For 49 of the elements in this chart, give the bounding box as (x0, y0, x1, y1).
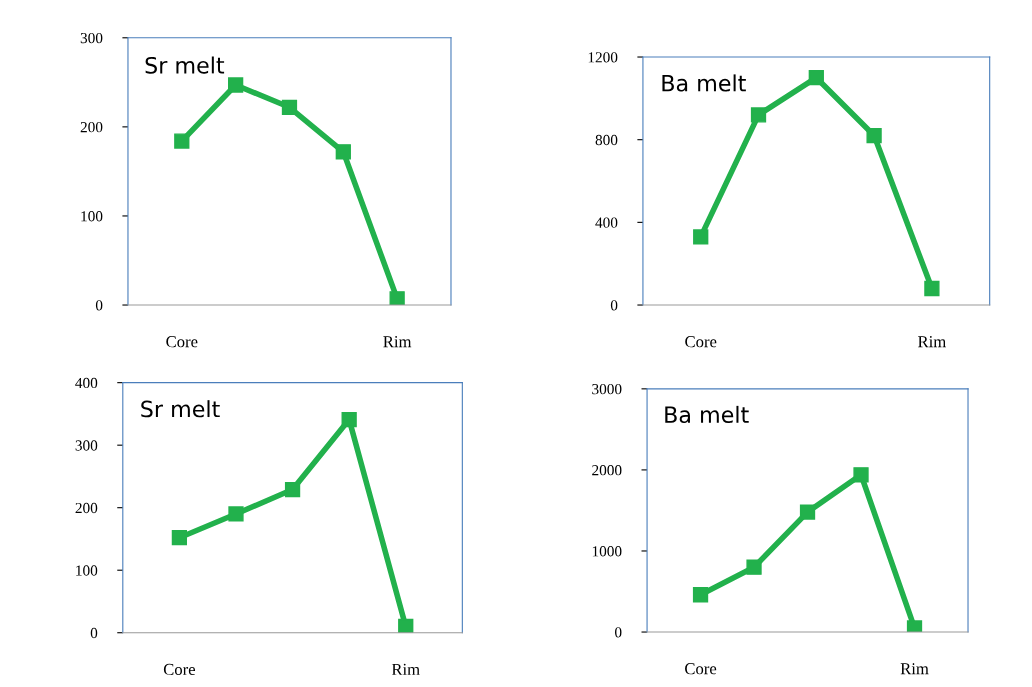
y-tick-label: 2000 (592, 465, 622, 476)
y-tick-label: 1000 (592, 546, 622, 557)
x-tick-label: Rim (918, 336, 946, 348)
y-tick-label: 400 (75, 377, 98, 389)
point (808, 70, 824, 86)
point (866, 127, 882, 144)
y-tick-label: 0 (95, 300, 103, 311)
point (171, 530, 188, 546)
point (906, 620, 923, 633)
point (284, 481, 301, 498)
point (228, 506, 244, 522)
text: Sr melt (141, 400, 220, 418)
x-tick-label: Core (685, 336, 717, 348)
y-tick-label: 3000 (592, 383, 622, 395)
y-tick-label: 800 (595, 134, 618, 146)
point (335, 144, 351, 160)
text: Ba melt (662, 74, 746, 92)
text: Sr melt (145, 56, 225, 74)
x-tick-label: Core (163, 663, 196, 676)
y-tick-label: 200 (80, 122, 103, 133)
x-tick-label: Rim (383, 336, 412, 348)
y-tick-label: 200 (75, 502, 98, 514)
point (692, 587, 709, 603)
y-tick-label: 1200 (588, 52, 618, 63)
y-tick-label: 300 (80, 32, 103, 44)
point (750, 107, 767, 123)
point (398, 618, 414, 633)
point (853, 467, 869, 483)
point (341, 411, 357, 428)
y-tick-label: 100 (81, 211, 103, 222)
y-tick-label: 400 (595, 217, 618, 228)
point (924, 280, 940, 297)
point (389, 291, 405, 306)
y-tick-label: 0 (90, 627, 98, 639)
x-tick-label: Rim (391, 663, 420, 675)
point (799, 504, 816, 520)
y-tick-label: 100 (76, 565, 98, 576)
point (228, 77, 244, 93)
point (693, 229, 709, 245)
y-tick-label: 0 (615, 627, 622, 638)
x-tick-label: Rim (900, 663, 929, 675)
y-tick-label: 0 (610, 300, 618, 311)
point (281, 99, 298, 115)
text: Ba melt (665, 405, 749, 424)
x-tick-label: Core (166, 336, 198, 348)
x-tick-label: Core (685, 663, 717, 675)
point (746, 559, 762, 575)
y-tick-label: 300 (75, 440, 98, 451)
point (174, 133, 190, 149)
